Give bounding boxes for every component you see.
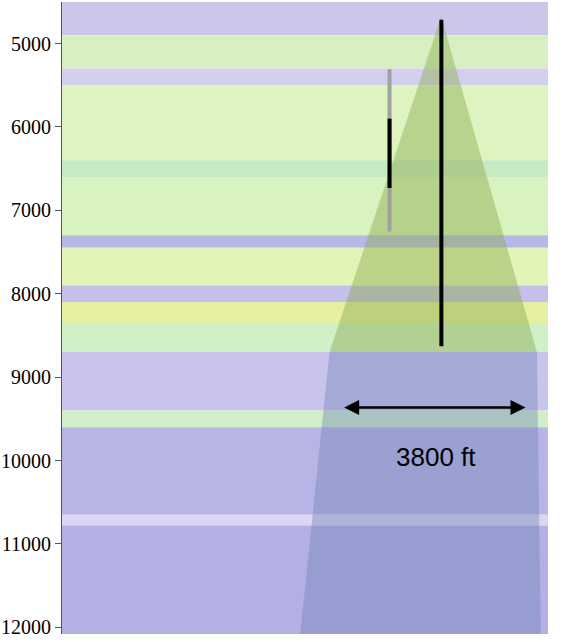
svg-text:9000: 9000 <box>11 366 51 388</box>
svg-text:8000: 8000 <box>11 283 51 305</box>
svg-text:6000: 6000 <box>11 116 51 138</box>
svg-text:5000: 5000 <box>11 33 51 55</box>
svg-text:12000: 12000 <box>1 616 51 638</box>
svg-text:7000: 7000 <box>11 199 51 221</box>
svg-text:11000: 11000 <box>2 533 51 555</box>
svg-text:10000: 10000 <box>1 450 51 472</box>
svg-text:3800 ft: 3800 ft <box>396 442 476 472</box>
